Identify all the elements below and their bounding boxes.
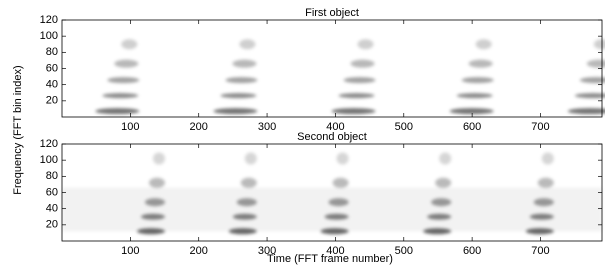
y-tick-label: 60 bbox=[46, 186, 58, 198]
spectral-band bbox=[245, 153, 257, 165]
spectral-band bbox=[233, 214, 257, 220]
spectral-band bbox=[568, 108, 605, 114]
y-tick-label: 80 bbox=[46, 46, 58, 58]
spectral-band bbox=[439, 153, 451, 165]
spectral-band bbox=[225, 77, 257, 83]
panel-title: First object bbox=[305, 7, 359, 19]
spectral-band bbox=[237, 198, 257, 206]
spectral-band bbox=[229, 228, 257, 234]
y-tick-label: 120 bbox=[40, 138, 58, 150]
spectral-band bbox=[431, 198, 451, 206]
spectral-band bbox=[332, 108, 376, 114]
spectral-band bbox=[450, 108, 494, 114]
y-tick-label: 20 bbox=[46, 219, 58, 231]
spectral-band bbox=[575, 93, 605, 98]
spectral-band bbox=[435, 178, 451, 188]
y-tick-label: 20 bbox=[46, 95, 58, 107]
x-tick-label: 100 bbox=[121, 245, 139, 257]
spectral-band bbox=[339, 93, 375, 98]
spectral-band bbox=[538, 178, 554, 188]
spectral-band bbox=[358, 39, 374, 49]
x-tick-label: 300 bbox=[258, 245, 276, 257]
x-tick-label: 200 bbox=[190, 245, 208, 257]
spectral-band bbox=[239, 39, 255, 49]
x-tick-label: 600 bbox=[463, 121, 481, 133]
spectral-band bbox=[594, 39, 605, 49]
spectrogram-image bbox=[95, 39, 605, 114]
background-band bbox=[62, 188, 602, 232]
spectral-band bbox=[351, 60, 375, 68]
spectral-band bbox=[321, 228, 349, 234]
plot-frame bbox=[62, 20, 602, 117]
x-tick-label: 100 bbox=[121, 121, 139, 133]
spectrogram-image bbox=[62, 153, 602, 235]
spectral-band bbox=[107, 77, 139, 83]
panel-title: Second object bbox=[297, 131, 367, 143]
x-tick-label: 700 bbox=[531, 245, 549, 257]
x-tick-label: 300 bbox=[258, 121, 276, 133]
x-tick-label: 700 bbox=[531, 121, 549, 133]
spectral-band bbox=[476, 39, 492, 49]
x-tick-label: 500 bbox=[395, 121, 413, 133]
spectral-band bbox=[333, 178, 349, 188]
spectral-band bbox=[534, 198, 554, 206]
spectral-band bbox=[114, 60, 138, 68]
spectral-band bbox=[526, 228, 554, 234]
spectral-band bbox=[213, 108, 257, 114]
spectral-band bbox=[141, 214, 165, 220]
spectral-band bbox=[153, 153, 165, 165]
y-tick-label: 80 bbox=[46, 170, 58, 182]
y-tick-label: 40 bbox=[46, 79, 58, 91]
spectral-band bbox=[95, 108, 139, 114]
x-tick-label: 400 bbox=[326, 245, 344, 257]
y-tick-label: 100 bbox=[40, 154, 58, 166]
y-tick-label: 120 bbox=[40, 14, 58, 26]
figure: Time (FFT frame number) Frequency (FFT b… bbox=[0, 0, 605, 266]
spectral-band bbox=[423, 228, 451, 234]
y-tick-label: 100 bbox=[40, 30, 58, 42]
spectral-band bbox=[325, 214, 349, 220]
spectral-band bbox=[469, 60, 493, 68]
spectral-band bbox=[102, 93, 138, 98]
spectral-band bbox=[462, 77, 494, 83]
spectral-band bbox=[149, 178, 165, 188]
spectral-band bbox=[344, 77, 376, 83]
y-tick-label: 60 bbox=[46, 62, 58, 74]
spectral-band bbox=[137, 228, 165, 234]
y-tick-label: 40 bbox=[46, 203, 58, 215]
x-tick-label: 600 bbox=[463, 245, 481, 257]
spectral-band bbox=[145, 198, 165, 206]
spectral-band bbox=[337, 153, 349, 165]
x-tick-label: 200 bbox=[190, 121, 208, 133]
x-tick-label: 500 bbox=[395, 245, 413, 257]
spectral-band bbox=[121, 39, 137, 49]
spectral-band bbox=[427, 214, 451, 220]
spectral-band bbox=[530, 214, 554, 220]
y-axis-label: Frequency (FFT bin index) bbox=[12, 65, 24, 194]
spectral-band bbox=[457, 93, 493, 98]
spectral-band bbox=[329, 198, 349, 206]
spectral-band bbox=[580, 77, 605, 83]
spectral-band bbox=[542, 153, 554, 165]
spectral-band bbox=[232, 60, 256, 68]
spectral-band bbox=[241, 178, 257, 188]
spectral-band bbox=[220, 93, 256, 98]
